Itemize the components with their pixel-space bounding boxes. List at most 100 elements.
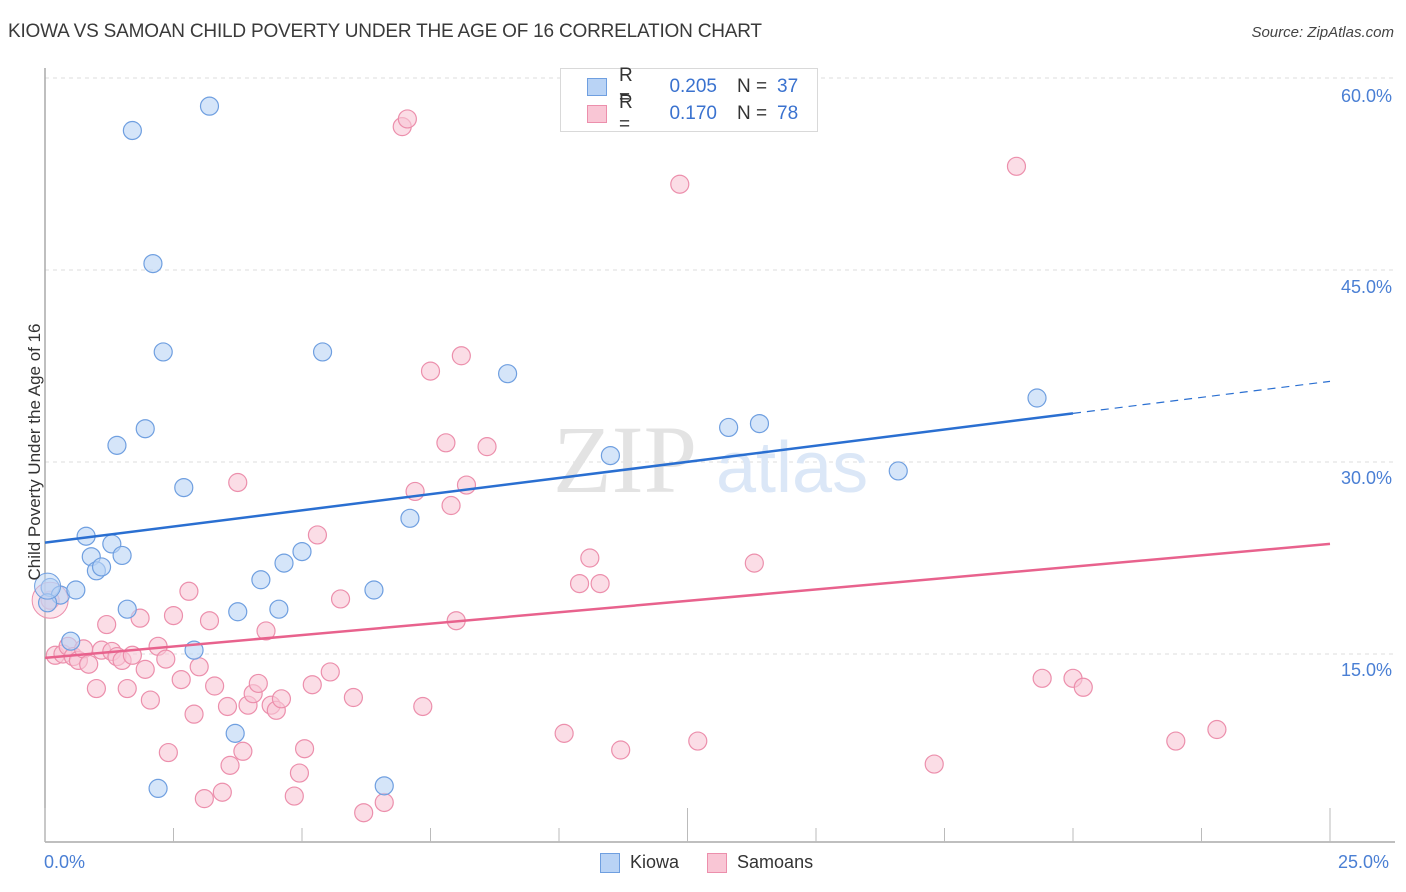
samoans-point <box>354 803 374 823</box>
samoans-point <box>1166 731 1186 751</box>
kiowa-points <box>34 96 1047 799</box>
n-value: 78 <box>777 103 799 124</box>
samoans-point <box>670 174 690 194</box>
kiowa-trendline-extrapolated <box>1072 380 1331 414</box>
samoans-point <box>744 553 764 573</box>
kiowa-point <box>749 414 770 434</box>
kiowa-point <box>122 120 142 141</box>
samoans-point <box>86 678 107 699</box>
samoans-point <box>1207 719 1227 740</box>
samoans-point <box>135 659 155 679</box>
legend-row-samoans: R = 0.170 N = 78 <box>587 92 799 135</box>
samoans-point <box>205 676 225 696</box>
samoans-point <box>158 742 178 763</box>
kiowa-point <box>143 254 163 274</box>
kiowa-point <box>61 631 81 651</box>
kiowa-point <box>600 446 621 466</box>
legend-label-samoans: Samoans <box>737 852 814 872</box>
kiowa-point <box>274 553 294 573</box>
samoans-point <box>1073 677 1093 697</box>
legend-label-kiowa: Kiowa <box>630 852 680 872</box>
kiowa-point <box>225 723 245 743</box>
r-value: 0.205 <box>669 76 717 97</box>
samoans-point <box>189 657 209 677</box>
samoans-point <box>156 649 176 669</box>
svg-text:ZIP: ZIP <box>553 406 697 513</box>
x-tick-25: 25.0% <box>1338 852 1390 872</box>
samoans-point <box>184 704 204 724</box>
samoans-point <box>217 696 238 717</box>
kiowa-point <box>364 580 384 600</box>
kiowa-point <box>400 508 420 528</box>
samoans-point <box>271 689 292 709</box>
gridlines <box>45 77 1395 655</box>
kiowa-point <box>153 342 173 362</box>
correlation-legend: R = 0.205 N = 37 R = 0.170 N = 78 <box>560 65 818 135</box>
samoans-point <box>451 346 471 366</box>
trendlines <box>44 380 1331 660</box>
samoans-point <box>441 495 461 516</box>
kiowa-point <box>251 570 271 590</box>
kiowa-point <box>107 435 127 455</box>
samoans-point <box>420 361 441 381</box>
samoans-point <box>397 109 417 129</box>
samoans-point <box>256 621 276 641</box>
r-value: 0.170 <box>669 103 717 124</box>
kiowa-point <box>292 541 312 562</box>
samoans-point <box>284 786 304 806</box>
samoans-point <box>343 687 363 708</box>
samoans-point <box>554 723 574 743</box>
samoans-point <box>924 754 944 774</box>
samoans-point <box>307 525 328 545</box>
y-axis-label: Child Poverty Under the Age of 16 <box>25 323 44 581</box>
samoans-point <box>163 605 184 626</box>
source-credit: Source: ZipAtlas.com <box>1251 24 1394 41</box>
samoans-point <box>194 789 214 809</box>
n-label: N = <box>737 76 768 97</box>
kiowa-point <box>91 557 112 577</box>
kiowa-point <box>719 417 739 438</box>
kiowa-point <box>66 580 86 600</box>
samoans-trendline <box>44 542 1331 660</box>
y-tick-30: 30.0% <box>1340 468 1392 488</box>
samoans-point <box>199 611 220 631</box>
kiowa-point <box>199 96 220 116</box>
n-label: N = <box>737 103 768 124</box>
y-tick-60: 60.0% <box>1340 86 1392 106</box>
samoans-point <box>79 654 99 674</box>
samoans-point <box>117 678 137 699</box>
samoans-point <box>248 673 268 694</box>
samoans-point <box>220 755 240 775</box>
kiowa-trendline <box>44 412 1074 544</box>
kiowa-point <box>312 342 333 362</box>
kiowa-point <box>117 599 137 619</box>
samoans-point <box>97 614 117 635</box>
y-tick-15: 15.0% <box>1340 660 1392 680</box>
kiowa-swatch-icon <box>587 78 607 96</box>
legend-item-samoans[interactable]: Samoans <box>707 852 813 873</box>
samoans-point <box>580 548 600 568</box>
kiowa-point <box>269 599 289 619</box>
series-legend: Kiowa Samoans <box>600 852 841 873</box>
kiowa-point <box>112 545 132 566</box>
legend-item-kiowa[interactable]: Kiowa <box>600 852 679 873</box>
samoans-swatch-icon <box>707 852 728 873</box>
samoans-point <box>1032 668 1052 688</box>
r-label: R = <box>619 92 633 135</box>
samoans-point <box>294 739 315 759</box>
legend-row-kiowa: R = 0.205 N = 37 <box>587 65 799 108</box>
x-tick-0: 0.0% <box>44 852 86 872</box>
samoans-point <box>374 792 394 813</box>
samoans-point <box>320 662 340 682</box>
r-label: R = <box>619 65 633 108</box>
kiowa-point <box>174 478 194 498</box>
n-value: 37 <box>777 76 799 97</box>
samoans-point <box>477 437 497 457</box>
kiowa-swatch-icon <box>600 852 620 873</box>
y-tick-45: 45.0% <box>1340 277 1392 297</box>
svg-text:atlas: atlas <box>716 428 868 508</box>
axes <box>44 68 1395 843</box>
kiowa-point <box>498 364 518 384</box>
kiowa-point <box>148 778 168 799</box>
